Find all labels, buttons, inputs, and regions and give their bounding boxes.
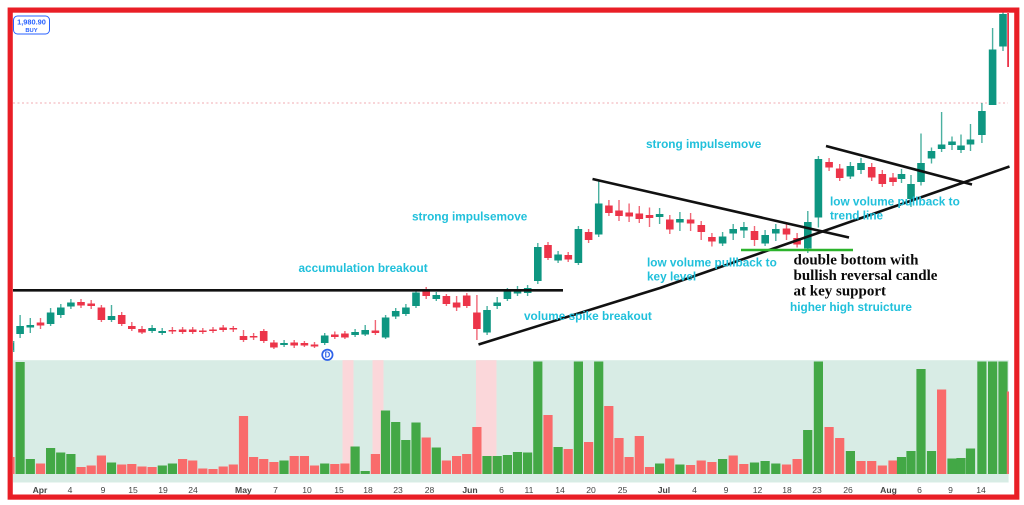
svg-text:bullish reversal candle: bullish reversal candle [794, 268, 938, 284]
svg-text:BUY: BUY [25, 28, 37, 34]
svg-text:15: 15 [128, 485, 138, 495]
svg-text:Apr: Apr [33, 485, 48, 495]
svg-text:trend line: trend line [830, 209, 884, 223]
svg-text:Aug: Aug [880, 485, 897, 495]
svg-text:18: 18 [782, 485, 792, 495]
svg-text:accumulation breakout: accumulation breakout [299, 261, 428, 275]
svg-text:14: 14 [976, 485, 986, 495]
svg-text:low volume pullback to: low volume pullback to [830, 195, 960, 209]
svg-text:key level: key level [647, 270, 696, 284]
svg-text:higher high struicture: higher high struicture [790, 300, 912, 314]
svg-text:volume spike breakout: volume spike breakout [524, 309, 652, 323]
svg-text:D: D [325, 351, 331, 360]
svg-text:Jun: Jun [462, 485, 477, 495]
svg-text:20: 20 [586, 485, 596, 495]
svg-text:9: 9 [101, 485, 106, 495]
svg-text:strong impulsemove: strong impulsemove [412, 210, 528, 224]
svg-text:1,980.90: 1,980.90 [17, 18, 46, 27]
svg-text:9: 9 [724, 485, 729, 495]
svg-text:12: 12 [753, 485, 763, 495]
svg-text:6: 6 [499, 485, 504, 495]
svg-text:at key support: at key support [794, 283, 887, 299]
svg-text:19: 19 [158, 485, 168, 495]
svg-text:6: 6 [917, 485, 922, 495]
svg-text:10: 10 [302, 485, 312, 495]
svg-text:strong impulsemove: strong impulsemove [646, 137, 762, 151]
svg-text:4: 4 [692, 485, 697, 495]
svg-text:26: 26 [843, 485, 853, 495]
svg-text:23: 23 [812, 485, 822, 495]
svg-text:23: 23 [393, 485, 403, 495]
svg-text:15: 15 [334, 485, 344, 495]
svg-text:25: 25 [618, 485, 628, 495]
svg-text:double bottom with: double bottom with [794, 252, 920, 268]
svg-text:Jul: Jul [658, 485, 670, 495]
svg-text:May: May [235, 485, 252, 495]
svg-text:4: 4 [68, 485, 73, 495]
svg-text:9: 9 [948, 485, 953, 495]
svg-text:24: 24 [188, 485, 198, 495]
svg-text:low volume pullback to: low volume pullback to [647, 256, 777, 270]
svg-text:11: 11 [525, 485, 534, 495]
svg-text:28: 28 [425, 485, 435, 495]
svg-text:7: 7 [273, 485, 278, 495]
svg-text:18: 18 [363, 485, 373, 495]
svg-text:14: 14 [555, 485, 565, 495]
